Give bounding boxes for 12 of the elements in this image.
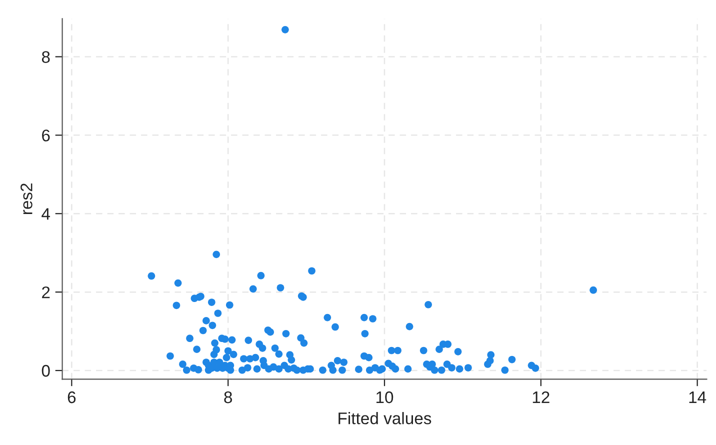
x-axis-title: Fitted values (338, 412, 432, 424)
x-tick-label: 10 (376, 391, 394, 404)
x-tick-label: 8 (224, 391, 232, 404)
y-tick-label: 4 (42, 208, 50, 220)
x-tick-label: 12 (532, 391, 550, 404)
y-tick-label: 2 (42, 286, 50, 298)
y-tick-label: 8 (42, 51, 50, 63)
x-tick-label: 14 (689, 392, 706, 404)
y-tick-label: 0 (42, 364, 50, 377)
y-axis-title: res2 (20, 184, 32, 214)
y-tick-label: 6 (42, 130, 50, 142)
x-tick-label: 6 (68, 391, 76, 404)
